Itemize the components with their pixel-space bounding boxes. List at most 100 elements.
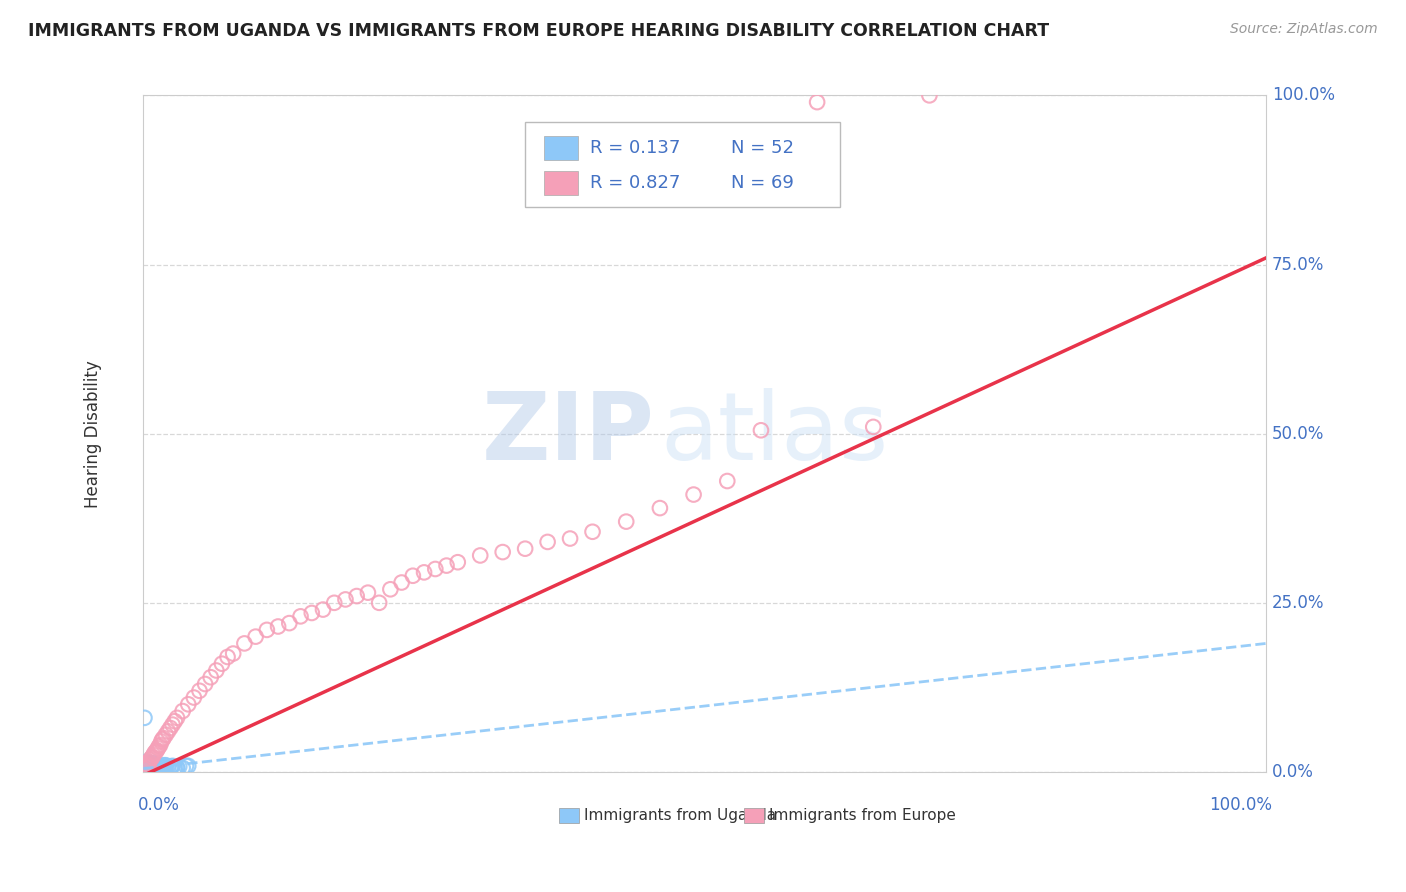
- Point: [150, 759, 173, 773]
- Point: [177, 759, 200, 773]
- Point: [172, 704, 194, 718]
- Point: [183, 690, 205, 705]
- Point: [152, 758, 174, 772]
- Point: [312, 602, 335, 616]
- Point: [166, 761, 188, 775]
- Point: [536, 535, 558, 549]
- Text: N = 69: N = 69: [731, 174, 793, 193]
- Point: [143, 746, 166, 760]
- Point: [614, 515, 637, 529]
- Point: [177, 698, 200, 712]
- Point: [135, 756, 157, 771]
- Point: [138, 759, 160, 773]
- Bar: [544, 136, 578, 161]
- Point: [159, 721, 181, 735]
- Point: [862, 420, 884, 434]
- Point: [402, 568, 425, 582]
- Text: ZIP: ZIP: [481, 388, 654, 480]
- Point: [145, 762, 167, 776]
- Point: [136, 758, 159, 772]
- Point: [323, 596, 346, 610]
- Point: [135, 763, 157, 777]
- Point: [447, 555, 470, 569]
- Text: atlas: atlas: [659, 388, 889, 480]
- Bar: [558, 808, 579, 822]
- Point: [142, 756, 165, 771]
- FancyBboxPatch shape: [526, 122, 839, 207]
- Point: [146, 743, 169, 757]
- Point: [194, 677, 217, 691]
- Text: 75.0%: 75.0%: [1272, 255, 1324, 274]
- Bar: [544, 171, 578, 195]
- Point: [278, 616, 301, 631]
- Point: [135, 755, 157, 769]
- Point: [256, 623, 278, 637]
- Text: Hearing Disability: Hearing Disability: [84, 359, 101, 508]
- Point: [267, 619, 290, 633]
- Point: [149, 738, 172, 752]
- Bar: [744, 808, 765, 822]
- Point: [146, 741, 169, 756]
- Point: [682, 487, 704, 501]
- Point: [290, 609, 312, 624]
- Point: [515, 541, 537, 556]
- Point: [172, 761, 194, 775]
- Point: [152, 732, 174, 747]
- Point: [141, 761, 163, 775]
- Point: [139, 757, 162, 772]
- Point: [149, 760, 172, 774]
- Point: [425, 562, 447, 576]
- Point: [148, 759, 170, 773]
- Point: [918, 88, 941, 103]
- Text: 0.0%: 0.0%: [1272, 763, 1313, 781]
- Point: [346, 589, 368, 603]
- Text: Immigrants from Europe: Immigrants from Europe: [769, 808, 956, 822]
- Point: [162, 717, 184, 731]
- Point: [368, 596, 391, 610]
- Point: [134, 762, 156, 776]
- Point: [211, 657, 233, 671]
- Point: [149, 762, 172, 776]
- Point: [205, 664, 228, 678]
- Point: [163, 714, 186, 729]
- Point: [335, 592, 357, 607]
- Point: [157, 724, 180, 739]
- Point: [166, 760, 188, 774]
- Point: [148, 739, 170, 754]
- Point: [380, 582, 402, 597]
- Point: [716, 474, 738, 488]
- Point: [391, 575, 413, 590]
- Point: [157, 759, 180, 773]
- Point: [233, 636, 256, 650]
- Point: [155, 728, 177, 742]
- Point: [135, 762, 157, 776]
- Point: [648, 501, 671, 516]
- Text: R = 0.137: R = 0.137: [591, 139, 681, 157]
- Point: [141, 757, 163, 772]
- Point: [146, 759, 169, 773]
- Point: [146, 760, 169, 774]
- Point: [153, 762, 176, 776]
- Point: [145, 745, 167, 759]
- Point: [217, 649, 239, 664]
- Point: [141, 750, 163, 764]
- Point: [136, 760, 159, 774]
- Point: [139, 753, 162, 767]
- Point: [166, 711, 188, 725]
- Point: [138, 761, 160, 775]
- Point: [146, 761, 169, 775]
- Point: [143, 758, 166, 772]
- Point: [160, 759, 183, 773]
- Point: [134, 711, 156, 725]
- Text: Immigrants from Uganda: Immigrants from Uganda: [583, 808, 776, 822]
- Point: [749, 423, 772, 437]
- Point: [470, 549, 492, 563]
- Point: [143, 759, 166, 773]
- Point: [155, 758, 177, 772]
- Point: [245, 630, 267, 644]
- Point: [806, 95, 828, 109]
- Point: [142, 747, 165, 762]
- Text: R = 0.827: R = 0.827: [591, 174, 681, 193]
- Point: [135, 758, 157, 772]
- Point: [188, 683, 211, 698]
